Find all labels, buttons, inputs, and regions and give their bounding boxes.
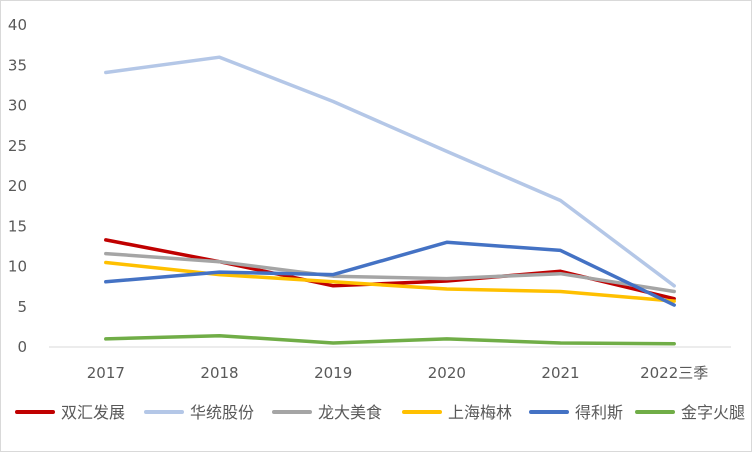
legend: 双汇发展 华统股份 龙大美食 上海梅林 得利斯 金字火腿 — [15, 403, 745, 422]
legend-label: 得利斯 — [575, 403, 623, 422]
series-line-2 — [104, 251, 676, 294]
series-line-4 — [104, 240, 676, 307]
series-line-1 — [104, 55, 676, 288]
x-tick-label: 2021 — [541, 364, 579, 382]
x-tick-label: 2022三季 — [640, 364, 708, 382]
legend-label: 上海梅林 — [448, 403, 512, 422]
x-tick-label: 2018 — [200, 364, 238, 382]
y-tick-label: 20 — [8, 177, 27, 195]
series-line-0 — [104, 238, 676, 301]
legend-item-4: 得利斯 — [529, 403, 623, 422]
y-tick-label: 40 — [8, 16, 27, 34]
y-tick-label: 25 — [8, 137, 27, 155]
legend-item-1: 华统股份 — [144, 403, 254, 422]
x-tick-label: 2020 — [428, 364, 466, 382]
legend-item-5: 金字火腿 — [635, 403, 745, 422]
legend-item-0: 双汇发展 — [15, 403, 125, 422]
y-tick-label: 5 — [17, 298, 27, 316]
axes: 0 5 10 15 20 25 30 35 40 2017 2018 2019 2020 2021 2022… — [8, 16, 731, 382]
series-line-5 — [104, 333, 676, 346]
y-tick-label: 30 — [8, 97, 27, 115]
y-tick-label: 10 — [8, 258, 27, 276]
legend-label: 龙大美食 — [318, 403, 382, 422]
legend-label: 华统股份 — [190, 403, 254, 422]
x-tick-label: 2019 — [314, 364, 352, 382]
y-tick-label: 35 — [8, 56, 27, 74]
x-tick-label: 2017 — [87, 364, 125, 382]
y-tick-label: 0 — [17, 338, 27, 356]
series-layer — [104, 55, 676, 346]
legend-label: 双汇发展 — [61, 403, 125, 422]
legend-item-3: 上海梅林 — [402, 403, 512, 422]
legend-item-2: 龙大美食 — [272, 403, 382, 422]
legend-label: 金字火腿 — [681, 403, 745, 422]
y-tick-label: 15 — [8, 217, 27, 235]
